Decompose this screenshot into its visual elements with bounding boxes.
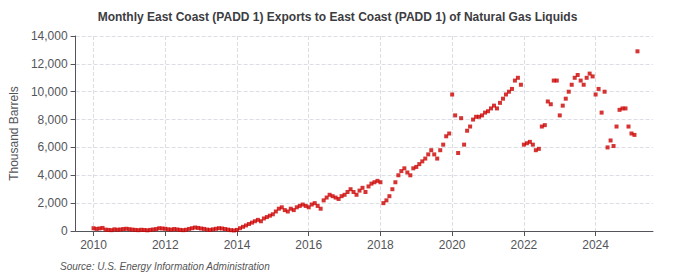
svg-text:2010: 2010 [80,238,107,252]
svg-text:2020: 2020 [439,238,466,252]
svg-text:14,000: 14,000 [31,29,68,43]
svg-text:6,000: 6,000 [38,140,68,154]
svg-text:10,000: 10,000 [31,85,68,99]
svg-text:Thousand Barrels: Thousand Barrels [7,86,21,181]
svg-text:2018: 2018 [367,238,394,252]
svg-text:2012: 2012 [152,238,179,252]
svg-text:4,000: 4,000 [38,168,68,182]
svg-text:2014: 2014 [224,238,251,252]
svg-text:2024: 2024 [582,238,609,252]
svg-text:2016: 2016 [295,238,322,252]
svg-text:Monthly East Coast (PADD 1) Ex: Monthly East Coast (PADD 1) Exports to E… [98,10,578,24]
svg-text:8,000: 8,000 [38,113,68,127]
svg-text:Source: U.S. Energy Informatio: Source: U.S. Energy Information Administ… [60,261,270,272]
svg-text:12,000: 12,000 [31,57,68,71]
svg-text:0: 0 [61,224,68,238]
svg-text:2,000: 2,000 [38,196,68,210]
svg-text:2022: 2022 [511,238,538,252]
